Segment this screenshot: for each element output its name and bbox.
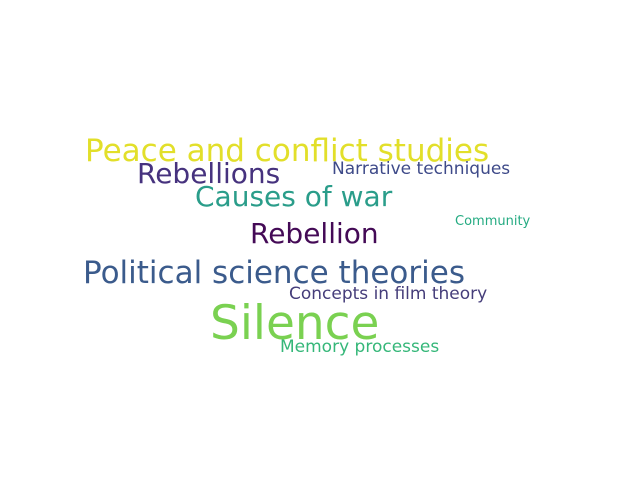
word-rebellion: Rebellion bbox=[250, 217, 379, 250]
word-concepts-in-film-theory: Concepts in film theory bbox=[289, 284, 488, 304]
word-narrative-techniques: Narrative techniques bbox=[332, 159, 511, 179]
word-peace-and-conflict-studies: Peace and conflict studies bbox=[85, 133, 490, 169]
word-community: Community bbox=[455, 214, 531, 229]
word-silence: Silence bbox=[210, 296, 380, 351]
word-political-science-theories: Political science theories bbox=[83, 255, 465, 291]
word-causes-of-war: Causes of war bbox=[195, 180, 393, 213]
word-memory-processes: Memory processes bbox=[280, 337, 440, 357]
word-rebellions: Rebellions bbox=[137, 157, 281, 190]
